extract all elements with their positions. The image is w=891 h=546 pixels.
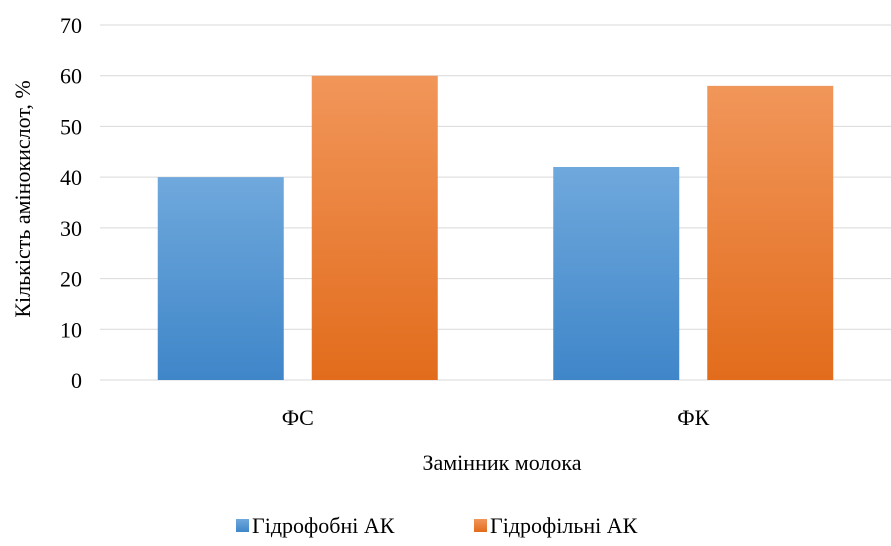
bar-series-1-1 <box>157 177 284 380</box>
x-axis-title: Замінник молока <box>422 450 581 475</box>
legend: Гідрофобні АК Гідрофільні АК <box>236 513 638 538</box>
legend-swatch <box>236 519 249 532</box>
x-axis-ticks: ФС ФК <box>282 405 710 430</box>
y-axis-ticks: 0 10 20 30 40 50 60 70 <box>60 13 82 393</box>
y-tick-label: 20 <box>60 267 82 292</box>
bar-series-2-2 <box>707 85 834 380</box>
y-tick-label: 70 <box>60 13 82 38</box>
y-tick-label: 60 <box>60 64 82 89</box>
legend-swatch <box>474 519 487 532</box>
y-tick-label: 0 <box>71 368 82 393</box>
bars <box>157 75 834 380</box>
y-tick-label: 50 <box>60 114 82 139</box>
y-axis-title: Кількість амінокислот, % <box>10 80 35 317</box>
bar-series-2-1 <box>311 75 438 380</box>
y-tick-label: 10 <box>60 317 82 342</box>
legend-label: Гідрофобні АК <box>252 513 395 538</box>
legend-label: Гідрофільні АК <box>490 513 638 538</box>
bar-series-1-2 <box>553 167 680 380</box>
x-tick-label: ФК <box>677 405 709 430</box>
y-tick-label: 40 <box>60 165 82 190</box>
x-tick-label: ФС <box>282 405 314 430</box>
y-tick-label: 30 <box>60 216 82 241</box>
